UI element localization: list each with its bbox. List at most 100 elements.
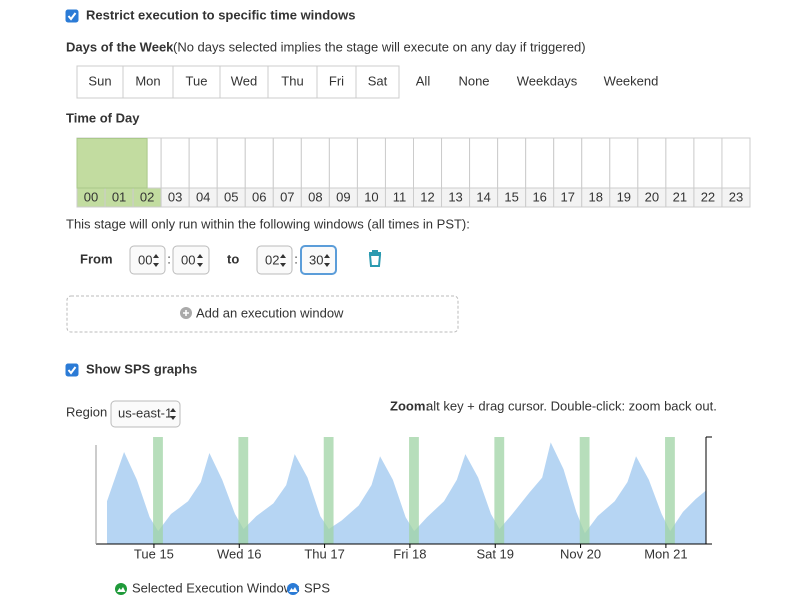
hour-label: 09 (336, 189, 350, 204)
from-label: From (80, 251, 113, 266)
time-separator: : (294, 251, 298, 266)
day-label[interactable]: Wed (231, 73, 258, 88)
hour-label: 05 (224, 189, 238, 204)
day-label[interactable]: Thu (281, 73, 303, 88)
legend-label[interactable]: Selected Execution Windows (132, 580, 300, 595)
legend-label[interactable]: SPS (304, 580, 330, 595)
x-tick-label: Sat 19 (476, 546, 514, 561)
day-button[interactable] (172, 65, 221, 99)
region-label: Region (66, 404, 107, 419)
hour-cell[interactable] (497, 137, 527, 189)
day-label[interactable]: Fri (329, 73, 344, 88)
x-tick-label: Mon 21 (644, 546, 687, 561)
day-shortcut-link[interactable]: All (416, 73, 431, 88)
select-arrows (324, 254, 330, 267)
x-tick-label: Wed 16 (217, 546, 262, 561)
select[interactable] (300, 245, 337, 275)
hour-cell[interactable] (188, 137, 218, 189)
day-button[interactable] (76, 65, 124, 99)
hour-cell[interactable] (216, 137, 246, 189)
hour-label: 02 (140, 189, 154, 204)
section-note: (No days selected implies the stage will… (173, 39, 586, 54)
hour-cell[interactable] (469, 137, 499, 189)
hour-label: 17 (560, 189, 574, 204)
day-shortcut-link[interactable]: Weekend (604, 73, 659, 88)
hour-cell[interactable] (413, 137, 443, 189)
day-shortcut-link[interactable]: Weekdays (517, 73, 578, 88)
hour-label: 15 (504, 189, 518, 204)
select-value[interactable]: 30 (309, 252, 323, 267)
hour-cell[interactable] (581, 137, 611, 189)
day-label[interactable]: Sat (368, 73, 388, 88)
hour-label: 08 (308, 189, 322, 204)
execution-window (153, 437, 163, 544)
hour-cell[interactable] (272, 137, 302, 189)
x-tick-label: Fri 18 (393, 546, 426, 561)
hour-cell[interactable] (553, 137, 583, 189)
hour-label: 12 (420, 189, 434, 204)
select-value[interactable]: 00 (181, 252, 195, 267)
hour-cell[interactable] (356, 137, 386, 189)
day-button[interactable] (122, 65, 174, 99)
hour-cell[interactable] (637, 137, 667, 189)
execution-window (494, 437, 505, 544)
day-button[interactable] (355, 65, 400, 99)
hour-cell[interactable] (328, 137, 358, 189)
hour-selection (76, 138, 148, 189)
select-value[interactable]: 00 (138, 252, 152, 267)
hour-cell[interactable] (244, 137, 274, 189)
checkbox-label: Restrict execution to specific time wind… (86, 7, 355, 22)
execution-window (323, 437, 334, 544)
legend-icon (115, 583, 127, 595)
checkmark (67, 12, 77, 21)
day-button[interactable] (219, 65, 269, 99)
select-arrows (170, 408, 176, 420)
select[interactable] (129, 245, 166, 275)
hour-cell[interactable] (609, 137, 639, 189)
execution-window (409, 437, 419, 544)
zoom-text: alt key + drag cursor. Double-click: zoo… (426, 398, 717, 413)
hour-cell[interactable] (300, 137, 330, 189)
hour-label: 04 (196, 189, 210, 204)
hour-label: 01 (112, 189, 126, 204)
hour-label: 23 (729, 189, 743, 204)
day-label[interactable]: Sun (88, 73, 111, 88)
hour-label: 07 (280, 189, 294, 204)
region-value[interactable]: us-east-1 (118, 405, 172, 420)
day-shortcut-link[interactable]: None (458, 73, 489, 88)
select-arrows (197, 254, 203, 267)
add-icon-plus (183, 310, 189, 316)
select-value[interactable]: 02 (265, 252, 279, 267)
time-separator: : (167, 251, 171, 266)
region-select[interactable] (110, 400, 181, 428)
hour-cell[interactable] (384, 137, 415, 189)
hour-label: 14 (476, 189, 490, 204)
select[interactable] (256, 245, 293, 275)
add-window-button[interactable] (66, 295, 459, 333)
delete-icon[interactable] (368, 250, 382, 267)
hour-label: 03 (168, 189, 182, 204)
day-label[interactable]: Mon (135, 73, 160, 88)
hour-label: 11 (393, 189, 407, 204)
add-window-label[interactable]: Add an execution window (196, 305, 344, 320)
hour-cell[interactable] (665, 137, 695, 189)
windows-text: This stage will only run within the foll… (66, 216, 470, 231)
hour-label: 22 (701, 189, 715, 204)
hour-cell[interactable] (721, 137, 751, 189)
execution-window (579, 437, 590, 544)
hour-cell[interactable] (525, 137, 555, 189)
execution-window (238, 437, 249, 544)
select-arrows (280, 254, 286, 267)
checkmark (67, 366, 77, 375)
day-button[interactable] (316, 65, 357, 99)
hour-cell[interactable] (160, 137, 190, 189)
hour-label: 19 (617, 189, 631, 204)
select-arrows (153, 254, 159, 267)
hour-cell[interactable] (693, 137, 723, 189)
y2-ticks (706, 436, 712, 545)
day-label[interactable]: Tue (186, 73, 208, 88)
hour-label: 21 (673, 189, 687, 204)
hour-cell[interactable] (441, 137, 471, 189)
hour-label: 00 (84, 189, 98, 204)
